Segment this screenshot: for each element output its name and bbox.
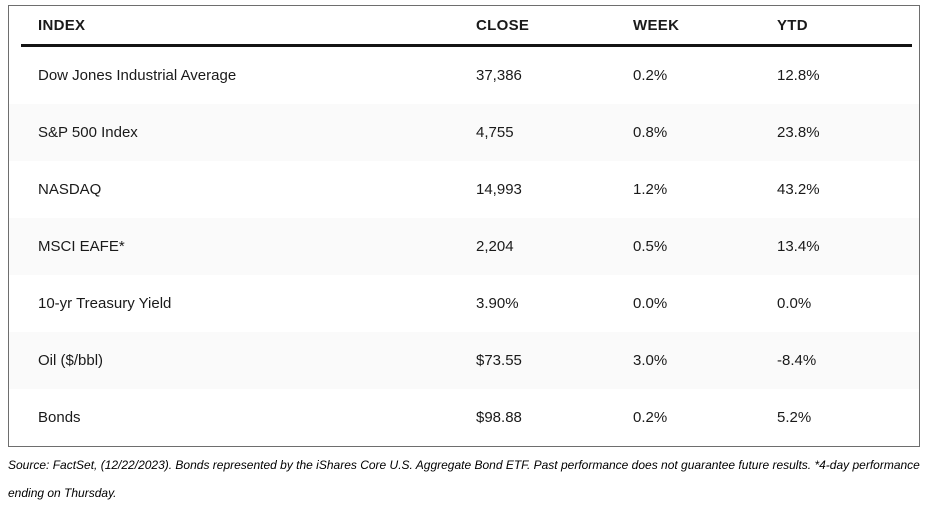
header-cell-week: WEEK xyxy=(633,16,680,34)
ytd-cell: 13.4% xyxy=(777,238,820,255)
index-cell: Oil ($/bbl) xyxy=(38,352,104,369)
week-cell: 1.2% xyxy=(633,181,668,198)
table-row: MSCI EAFE* 2,204 0.5% 13.4% xyxy=(9,218,919,275)
table-row: NASDAQ 14,993 1.2% 43.2% xyxy=(9,161,919,218)
week-cell: 0.0% xyxy=(633,295,668,312)
week-cell: 0.8% xyxy=(633,124,668,141)
ytd-cell: 43.2% xyxy=(777,181,820,198)
close-cell: 14,993 xyxy=(476,181,522,198)
close-cell: 4,755 xyxy=(476,124,514,141)
header-cell-close: CLOSE xyxy=(476,16,530,34)
footnote-line-2: ending on Thursday. xyxy=(8,486,117,500)
week-cell: 0.5% xyxy=(633,238,668,255)
footnote-line-1: Source: FactSet, (12/22/2023). Bonds rep… xyxy=(8,458,920,472)
week-cell: 0.2% xyxy=(633,67,668,84)
header-divider-rule xyxy=(21,44,912,47)
table-body: Dow Jones Industrial Average 37,386 0.2%… xyxy=(9,47,919,446)
table-row: Bonds $98.88 0.2% 5.2% xyxy=(9,389,919,446)
index-cell: MSCI EAFE* xyxy=(38,238,125,255)
table-row: Oil ($/bbl) $73.55 3.0% -8.4% xyxy=(9,332,919,389)
header-cell-ytd: YTD xyxy=(777,16,808,34)
ytd-cell: 0.0% xyxy=(777,295,812,312)
source-footnote: Source: FactSet, (12/22/2023). Bonds rep… xyxy=(8,457,920,501)
table-row: S&P 500 Index 4,755 0.8% 23.8% xyxy=(9,104,919,161)
index-cell: Bonds xyxy=(38,409,81,426)
ytd-cell: 23.8% xyxy=(777,124,820,141)
close-cell: $73.55 xyxy=(476,352,522,369)
close-cell: 3.90% xyxy=(476,295,519,312)
ytd-cell: -8.4% xyxy=(777,352,817,369)
close-cell: 2,204 xyxy=(476,238,514,255)
week-cell: 3.0% xyxy=(633,352,668,369)
ytd-cell: 5.2% xyxy=(777,409,812,426)
close-cell: $98.88 xyxy=(476,409,522,426)
index-cell: Dow Jones Industrial Average xyxy=(38,67,237,84)
ytd-cell: 12.8% xyxy=(777,67,820,84)
market-index-table: INDEX CLOSE WEEK YTD Dow Jones Industria… xyxy=(8,5,920,447)
index-cell: NASDAQ xyxy=(38,181,102,198)
close-cell: 37,386 xyxy=(476,67,522,84)
index-cell: 10-yr Treasury Yield xyxy=(38,295,172,312)
header-cell-index: INDEX xyxy=(38,16,86,34)
week-cell: 0.2% xyxy=(633,409,668,426)
table-row: 10-yr Treasury Yield 3.90% 0.0% 0.0% xyxy=(9,275,919,332)
index-cell: S&P 500 Index xyxy=(38,124,138,141)
table-header-row: INDEX CLOSE WEEK YTD xyxy=(9,6,919,44)
table-row: Dow Jones Industrial Average 37,386 0.2%… xyxy=(9,47,919,104)
